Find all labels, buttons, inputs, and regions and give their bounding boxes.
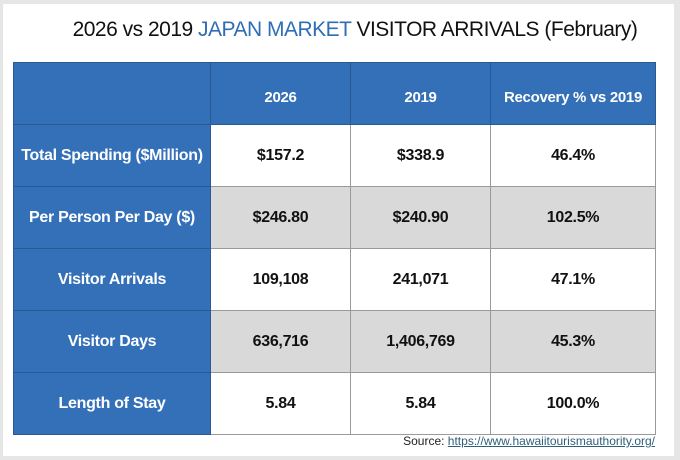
title-part1: 2026 vs 2019 (72, 18, 199, 41)
row-label: Visitor Days (13, 310, 211, 373)
cell-2026: 636,716 (210, 310, 351, 373)
cell-2026: 109,108 (210, 248, 351, 311)
row-label: Length of Stay (13, 372, 211, 435)
cell-recovery: 45.3% (490, 310, 656, 373)
title-part2: VISITOR ARRIVALS (February) (351, 18, 638, 41)
table-row: Total Spending ($Million) $157.2 $338.9 46.… (13, 124, 656, 187)
table-row: Per Person Per Day ($) $246.80 $240.90 102.… (13, 186, 656, 249)
cell-2019: $240.90 (350, 186, 491, 249)
title-highlight: JAPAN MARKET (198, 18, 352, 41)
cell-2019: 241,071 (350, 248, 491, 311)
header-blank (13, 62, 211, 125)
cell-2019: 1,406,769 (350, 310, 491, 373)
row-label: Per Person Per Day ($) (13, 186, 211, 249)
cell-2019: $338.9 (350, 124, 491, 187)
header-2019: 2019 (350, 62, 491, 125)
cell-recovery: 46.4% (490, 124, 656, 187)
table-row: Visitor Days 636,716 1,406,769 45.3% (13, 310, 656, 373)
header-2026: 2026 (210, 62, 351, 125)
table-row: Length of Stay 5.84 5.84 100.0% (13, 372, 656, 435)
row-label: Total Spending ($Million) (13, 124, 211, 187)
cell-2026: 5.84 (210, 372, 351, 435)
cell-recovery: 102.5% (490, 186, 656, 249)
comparison-table: 2026 2019 Recovery % vs 2019 Total Spend… (13, 62, 656, 435)
cell-recovery: 100.0% (490, 372, 656, 435)
cell-2026: $157.2 (210, 124, 351, 187)
table-row: Visitor Arrivals 109,108 241,071 47.1% (13, 248, 656, 311)
row-label: Visitor Arrivals (13, 248, 211, 311)
cell-2026: $246.80 (210, 186, 351, 249)
cell-recovery: 47.1% (490, 248, 656, 311)
header-row: 2026 2019 Recovery % vs 2019 (13, 62, 656, 125)
source-label: Source: (403, 434, 448, 448)
page-title: 2026 vs 2019 JAPAN MARKET VISITOR ARRIVA… (0, 18, 680, 42)
source-link[interactable]: https://www.hawaiitourismauthority.org/ (447, 434, 655, 448)
source-note: Source: https://www.hawaiitourismauthori… (403, 434, 655, 448)
header-recovery: Recovery % vs 2019 (490, 62, 656, 125)
cell-2019: 5.84 (350, 372, 491, 435)
